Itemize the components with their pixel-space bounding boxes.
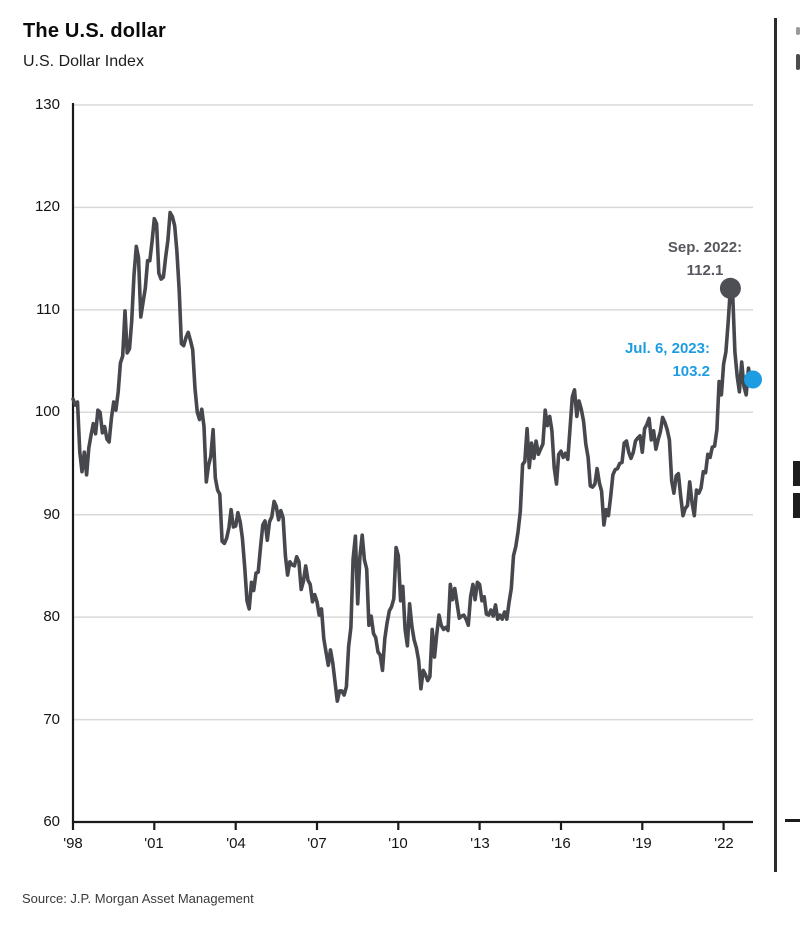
clipped-neighbor-text-fragment bbox=[793, 461, 800, 486]
annotation-sep-2022: Sep. 2022: 112.1 bbox=[667, 239, 743, 279]
y-axis-label-60: 60 bbox=[43, 813, 60, 830]
panel-divider-line bbox=[774, 18, 777, 872]
peak-marker-dot bbox=[719, 277, 741, 299]
clipped-neighbor-fragment-icon bbox=[796, 54, 800, 70]
chart-subtitle: U.S. Dollar Index bbox=[23, 53, 144, 70]
clipped-neighbor-axis-fragment bbox=[785, 819, 800, 822]
y-axis-label-90: 90 bbox=[43, 506, 60, 523]
y-axis-label-130: 130 bbox=[34, 96, 60, 113]
latest-marker-dot bbox=[744, 370, 762, 389]
x-axis-label-01: '01 bbox=[144, 835, 164, 852]
y-axis-label-70: 70 bbox=[43, 711, 60, 728]
y-axis-label-110: 110 bbox=[36, 301, 60, 318]
annotation-jul-2023: Jul. 6, 2023: 103.2 bbox=[624, 340, 710, 380]
source-note: Source: J.P. Morgan Asset Management bbox=[22, 891, 254, 906]
clipped-neighbor-text-fragment bbox=[793, 493, 800, 518]
x-axis-label-13: '13 bbox=[470, 835, 490, 852]
x-axis-label-10: '10 bbox=[388, 835, 408, 852]
chart-title: The U.S. dollar bbox=[23, 20, 167, 42]
y-axis-label-100: 100 bbox=[34, 403, 60, 420]
dollar-index-series-line bbox=[71, 210, 755, 703]
x-axis-label-16: '16 bbox=[551, 835, 571, 852]
x-axis-label-22: '22 bbox=[714, 835, 734, 852]
x-axis-label-07: '07 bbox=[307, 835, 327, 852]
x-axis-label-19: '19 bbox=[632, 835, 652, 852]
x-axis-label-98: '98 bbox=[63, 835, 83, 852]
y-axis-label-80: 80 bbox=[43, 608, 60, 625]
y-axis-label-120: 120 bbox=[34, 198, 60, 215]
x-axis-label-04: '04 bbox=[226, 835, 246, 852]
clipped-neighbor-fragment-icon bbox=[796, 27, 800, 35]
